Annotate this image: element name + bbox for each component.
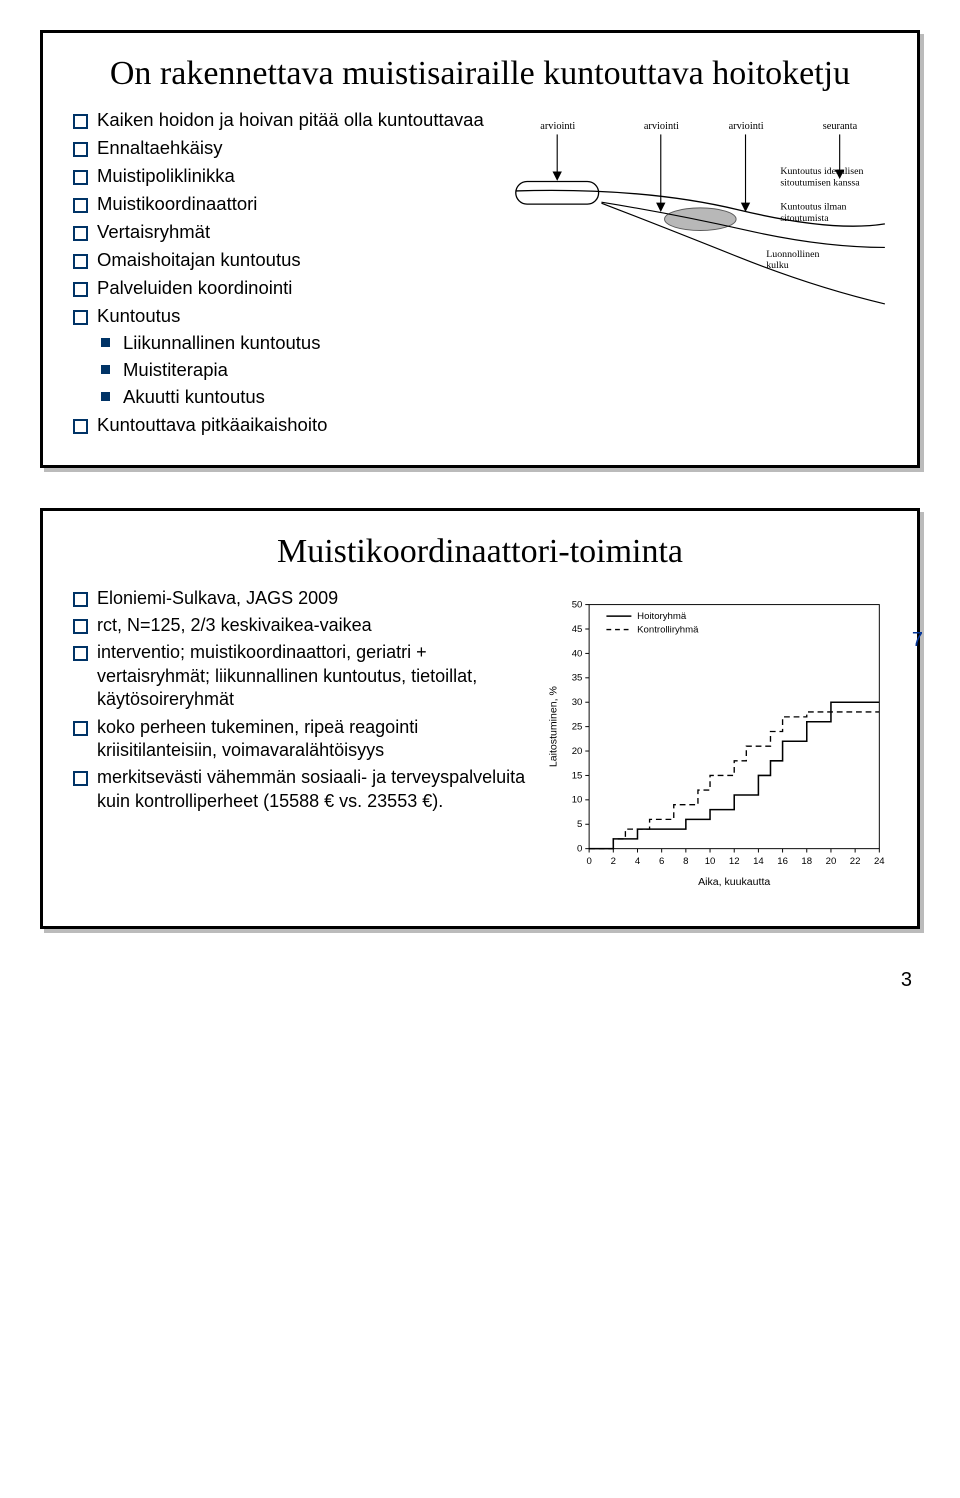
list-item: Muistipoliklinikka [71,164,496,189]
diagram-top-label: arviointi [644,121,679,132]
svg-text:24: 24 [874,856,885,867]
slide2-title: Muistikoordinaattori-toiminta [71,531,889,572]
progression-diagram: arviointi arviointi arviointi seuranta [512,108,889,368]
svg-text:14: 14 [753,856,764,867]
svg-text:0: 0 [587,856,592,867]
list-item: Omaishoitajan kuntoutus [71,248,496,273]
svg-text:10: 10 [705,856,716,867]
list-item: Palveluiden koordinointi [71,276,496,301]
list-item-label: Kuntoutus [97,305,180,326]
svg-text:Kontrolliryhmä: Kontrolliryhmä [637,624,699,635]
svg-text:20: 20 [826,856,837,867]
slide-2: Muistikoordinaattori-toiminta 7 Eloniemi… [40,508,920,928]
slide-1: On rakennettava muistisairaille kuntoutt… [40,30,920,468]
list-item: Muistiterapia [97,358,496,383]
svg-text:18: 18 [802,856,813,867]
diagram-ellipse [665,208,737,231]
slide2-chart-column: 0510152025303540455002468101214161820222… [543,587,889,902]
diagram-box [516,182,599,205]
svg-text:2: 2 [611,856,616,867]
slide1-title: On rakennettava muistisairaille kuntoutt… [71,53,889,94]
list-item: Liikunnallinen kuntoutus [97,331,496,356]
list-item: koko perheen tukeminen, ripeä reagointi … [71,716,529,763]
svg-text:8: 8 [683,856,688,867]
list-item: Vertaisryhmät [71,220,496,245]
list-item: Eloniemi-Sulkava, JAGS 2009 [71,587,529,610]
slide2-text-column: Eloniemi-Sulkava, JAGS 2009 rct, N=125, … [71,587,529,818]
svg-text:40: 40 [572,648,583,659]
diagram-label-ideal: Kuntoutus ideaalisen sitoutumisen kanssa [781,166,867,188]
svg-text:Hoitoryhmä: Hoitoryhmä [637,611,687,622]
svg-text:22: 22 [850,856,861,867]
list-item: interventio; muistikoordinaattori, geria… [71,641,529,711]
svg-text:Aika, kuukautta: Aika, kuukautta [698,876,770,888]
svg-text:0: 0 [577,843,582,854]
svg-text:6: 6 [659,856,664,867]
list-item: rct, N=125, 2/3 keskivaikea-vaikea [71,614,529,637]
svg-text:5: 5 [577,819,582,830]
svg-text:50: 50 [572,599,583,610]
list-item: Akuutti kuntoutus [97,385,496,410]
diagram-curve-natural [602,204,885,305]
slide2-bullet-list: Eloniemi-Sulkava, JAGS 2009 rct, N=125, … [71,587,529,814]
svg-text:35: 35 [572,672,583,683]
svg-text:Laitostuminen, %: Laitostuminen, % [548,686,560,767]
diagram-label-without: Kuntoutus ilman sitoutumista [781,202,850,224]
svg-text:10: 10 [572,794,583,805]
svg-text:25: 25 [572,721,583,732]
list-item: Kuntoutus Liikunnallinen kuntoutus Muist… [71,304,496,410]
institutionalization-chart: 0510152025303540455002468101214161820222… [543,587,889,897]
diagram-top-label: arviointi [729,121,764,132]
slide1-sub-list: Liikunnallinen kuntoutus Muistiterapia A… [97,331,496,410]
diagram-top-label: arviointi [541,121,576,132]
list-item: Ennaltaehkäisy [71,136,496,161]
svg-text:20: 20 [572,745,583,756]
list-item: Muistikoordinaattori [71,192,496,217]
svg-text:4: 4 [635,856,641,867]
list-item: Kaiken hoidon ja hoivan pitää olla kunto… [71,108,496,133]
diagram-label-natural: Luonnollinen kulku [767,249,823,271]
slide1-bullet-list: Kaiken hoidon ja hoivan pitää olla kunto… [71,108,496,438]
slide1-text-column: Kaiken hoidon ja hoivan pitää olla kunto… [71,108,496,441]
diagram-top-label: seuranta [823,121,858,132]
svg-text:45: 45 [572,623,583,634]
svg-text:12: 12 [729,856,740,867]
svg-text:30: 30 [572,697,583,708]
svg-text:15: 15 [572,770,583,781]
slide1-diagram-column: arviointi arviointi arviointi seuranta [512,108,889,441]
page-number: 3 [40,969,920,992]
list-item: Kuntouttava pitkäaikaishoito [71,413,496,438]
svg-text:16: 16 [777,856,788,867]
slide2-side-number: 7 [912,629,923,652]
list-item: merkitsevästi vähemmän sosiaali- ja terv… [71,766,529,813]
